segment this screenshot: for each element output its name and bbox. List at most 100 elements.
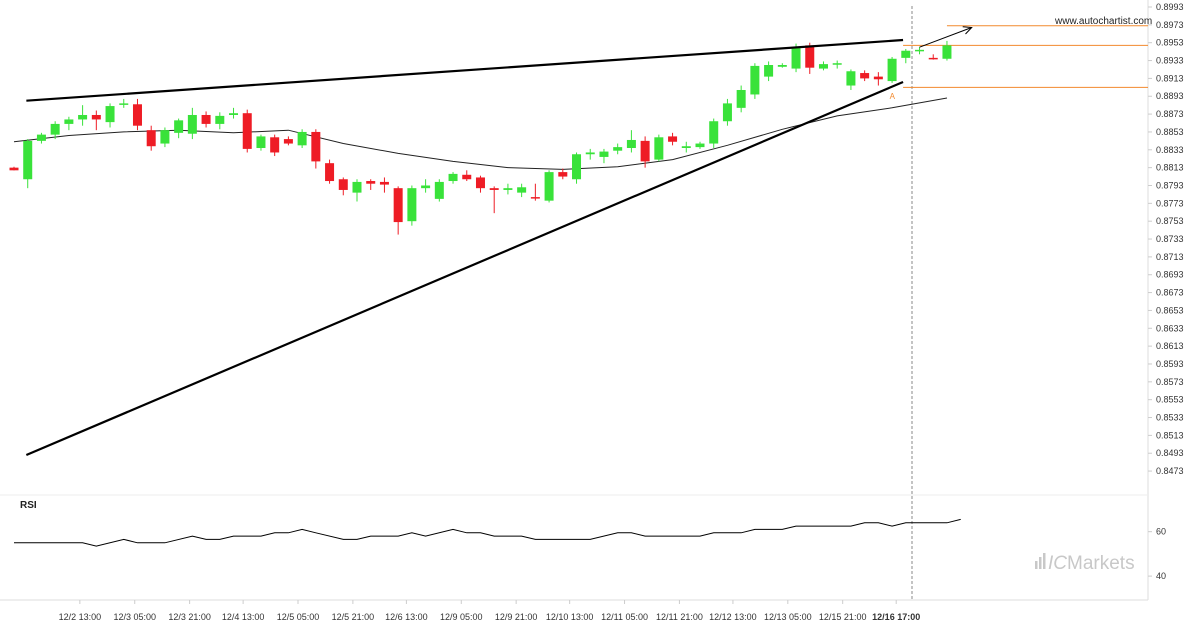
candle-body <box>640 140 650 162</box>
candle <box>160 127 170 148</box>
time-tick-label: 12/15 21:00 <box>819 612 867 622</box>
candle <box>818 61 828 71</box>
time-tick-label: 12/6 13:00 <box>385 612 428 622</box>
price-tick-label: 0.8993 <box>1156 2 1184 12</box>
candle-body <box>585 152 595 155</box>
price-tick-label: 0.8893 <box>1156 91 1184 101</box>
candle <box>750 63 760 99</box>
candle <box>421 179 431 193</box>
candle-body <box>489 188 499 190</box>
candle-body <box>132 104 142 126</box>
candle-body <box>873 76 883 80</box>
candle-body <box>50 123 60 135</box>
rsi-tick-label: 40 <box>1156 571 1166 581</box>
candle-body <box>407 188 417 222</box>
candle-body <box>78 114 88 120</box>
candle <box>503 183 513 195</box>
candle <box>722 98 732 126</box>
candle <box>256 134 266 151</box>
candle-body <box>462 174 472 180</box>
candle <box>846 69 856 90</box>
candle <box>119 98 129 108</box>
rsi-line <box>14 518 961 547</box>
price-axis-ticks: 0.8993 0.8973 0.8953 0.8933 0.8913 0.8893 0.88… <box>1148 2 1184 476</box>
time-tick-label: 12/11 21:00 <box>656 612 703 622</box>
time-tick-label: 12/5 21:00 <box>332 612 375 622</box>
rsi-label: RSI <box>20 500 37 511</box>
price-tick-label: 0.8813 <box>1156 163 1184 173</box>
candle <box>270 134 280 157</box>
candle <box>640 136 650 168</box>
candle <box>325 159 335 184</box>
candle-body <box>448 173 458 182</box>
candle <box>887 56 897 83</box>
watermark: www.autochartist.com <box>1054 16 1152 27</box>
price-tick-label: 0.8873 <box>1156 109 1184 119</box>
candle <box>777 63 787 68</box>
candle-body <box>530 197 540 199</box>
rsi-axis-ticks: 60 40 <box>1148 527 1166 581</box>
projection-line <box>919 27 972 48</box>
candle-body <box>832 63 842 65</box>
candle-body <box>709 121 719 144</box>
candle <box>50 121 60 140</box>
candle-body <box>105 106 115 123</box>
price-tick-label: 0.8613 <box>1156 341 1184 351</box>
candle <box>215 112 225 130</box>
candle <box>366 179 376 190</box>
candle-body <box>297 131 307 146</box>
candle-body <box>338 179 348 190</box>
candle-body <box>270 137 280 153</box>
candle-body <box>544 172 554 201</box>
candle <box>654 134 664 162</box>
time-tick-label: 12/9 05:00 <box>440 612 483 622</box>
time-tick-label: 12/16 17:00 <box>872 612 920 622</box>
candle-body <box>421 185 431 189</box>
candle-body <box>9 167 19 171</box>
candle <box>530 183 540 201</box>
price-tick-label: 0.8473 <box>1156 466 1184 476</box>
price-tick-label: 0.8693 <box>1156 270 1184 280</box>
candle <box>283 136 293 146</box>
candle-body <box>572 154 582 180</box>
candle-body <box>695 143 705 148</box>
brand-logo: ICMarkets <box>1035 553 1135 574</box>
candle <box>229 107 239 119</box>
brand-name: ICMarkets <box>1048 553 1135 574</box>
candle <box>901 48 911 64</box>
candle-body <box>791 47 801 69</box>
candle <box>572 152 582 184</box>
candle <box>78 105 88 126</box>
candle <box>668 132 678 146</box>
price-tick-label: 0.8753 <box>1156 216 1184 226</box>
candle <box>91 110 101 131</box>
price-tick-label: 0.8853 <box>1156 127 1184 137</box>
candle <box>489 186 499 214</box>
time-tick-label: 12/3 05:00 <box>113 612 156 622</box>
projection-arrow <box>919 26 973 48</box>
candle-body <box>860 73 870 79</box>
candle-body <box>901 50 911 58</box>
candle-body <box>393 188 403 223</box>
candle <box>23 139 33 189</box>
trend-line-upper <box>26 38 904 102</box>
candle-body <box>503 188 513 190</box>
candle <box>599 148 609 164</box>
price-tick-label: 0.8633 <box>1156 323 1184 333</box>
candle <box>873 72 883 86</box>
candle-body <box>23 140 33 180</box>
candle-body <box>283 139 293 144</box>
time-tick-label: 12/12 13:00 <box>709 612 757 622</box>
candle <box>764 61 774 82</box>
candle <box>379 177 389 193</box>
candle <box>517 183 527 198</box>
candle-body <box>681 146 691 149</box>
candle-body <box>215 115 225 124</box>
time-axis-ticks: 12/2 13:00 12/3 05:00 12/3 21:00 12/4 13:00… <box>59 600 920 622</box>
candle-body <box>475 177 485 189</box>
candlesticks <box>9 40 952 235</box>
candle-body <box>146 130 156 147</box>
candle <box>105 103 115 128</box>
candle <box>187 107 197 140</box>
